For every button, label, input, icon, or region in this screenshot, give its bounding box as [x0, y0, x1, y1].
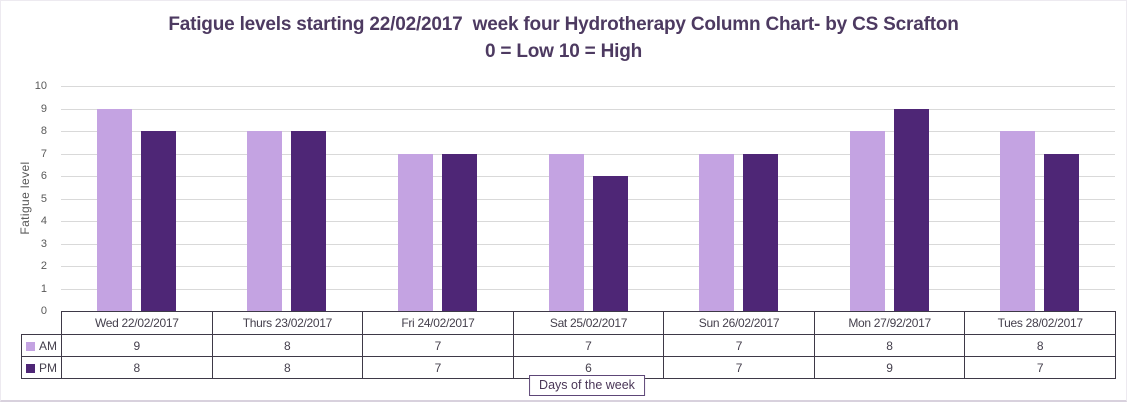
bar-pm-7: [1044, 153, 1080, 311]
y-tick-label: 6: [40, 170, 47, 182]
category-header-2: Thurs 23/02/2017: [211, 311, 364, 335]
value-cell-am-3: 7: [362, 334, 514, 357]
value-cell-am-2: 8: [211, 334, 364, 357]
y-tick-label: 2: [40, 260, 47, 272]
bar-pm-2: [291, 131, 327, 311]
category-header-1: Wed 22/02/2017: [61, 311, 213, 335]
bar-am-3: [397, 153, 433, 311]
category-header-5: Sun 26/02/2017: [663, 311, 815, 335]
value-cell-am-6: 8: [813, 334, 966, 357]
bar-pm-4: [592, 176, 628, 311]
bar-pm-3: [441, 153, 477, 311]
y-tick-label: 4: [40, 215, 47, 227]
value-cell-pm-1: 8: [61, 356, 213, 379]
legend-swatch-pm: [26, 363, 35, 373]
plot-area: [61, 86, 1115, 311]
value-cell-pm-6: 9: [813, 356, 966, 379]
bar-am-5: [699, 153, 735, 311]
bar-am-6: [849, 131, 885, 311]
chart-title-line2: 0 = Low 10 = High: [484, 41, 643, 62]
y-tick-label: 1: [40, 282, 47, 295]
y-tick-label: 3: [40, 237, 47, 250]
y-tick-label: 0: [40, 305, 47, 317]
value-cell-pm-7: 7: [964, 356, 1116, 379]
bar-am-4: [548, 153, 584, 311]
y-tick-label: 10: [34, 80, 47, 92]
gridline: [61, 153, 1115, 155]
category-header-4: Sat 25/02/2017: [512, 311, 665, 335]
bar-pm-1: [140, 131, 176, 311]
bar-pm-6: [893, 108, 929, 311]
bar-am-1: [96, 108, 132, 311]
gridline: [61, 266, 1115, 267]
y-tick-label: 5: [40, 192, 47, 205]
bar-am-7: [1000, 131, 1036, 311]
data-table: Wed 22/02/2017 Thurs 23/02/2017 Fri 24/02/…: [21, 311, 1116, 379]
value-cell-pm-3: 7: [362, 356, 514, 379]
y-tick-label: 9: [40, 102, 47, 115]
bar-am-2: [247, 131, 283, 311]
gridline: [61, 221, 1115, 222]
legend-swatch-am: [26, 341, 35, 351]
gridline: [61, 176, 1115, 177]
value-cell-am-5: 7: [663, 334, 815, 357]
value-cell-pm-5: 7: [663, 356, 815, 379]
value-cell-am-1: 9: [61, 334, 213, 357]
category-header-7: Tues 28/02/2017: [964, 311, 1116, 335]
category-header-6: Mon 27/92/2017: [813, 311, 966, 335]
value-cell-am-4: 7: [512, 334, 665, 357]
table-corner-cell: [22, 312, 62, 335]
gridline: [61, 288, 1115, 290]
gridline: [61, 86, 1115, 87]
value-cell-am-7: 8: [964, 334, 1116, 357]
y-tick-label: 7: [40, 147, 47, 160]
legend-key-pm: PM: [21, 356, 62, 379]
value-cell-pm-2: 8: [211, 356, 364, 379]
gridline: [61, 131, 1115, 132]
gridline: [61, 198, 1115, 200]
category-header-3: Fri 24/02/2017: [362, 311, 514, 335]
gridline: [61, 108, 1115, 110]
gridline: [61, 243, 1115, 245]
y-tick-label: 8: [40, 125, 47, 137]
chart-title-line1: Fatigue levels starting 22/02/2017 week …: [168, 14, 959, 35]
legend-key-am: AM: [21, 334, 62, 357]
bar-pm-5: [743, 153, 779, 311]
x-axis-title: Days of the week: [529, 375, 645, 396]
chart-title: Fatigue levels starting 22/02/2017 week …: [1, 11, 1126, 65]
